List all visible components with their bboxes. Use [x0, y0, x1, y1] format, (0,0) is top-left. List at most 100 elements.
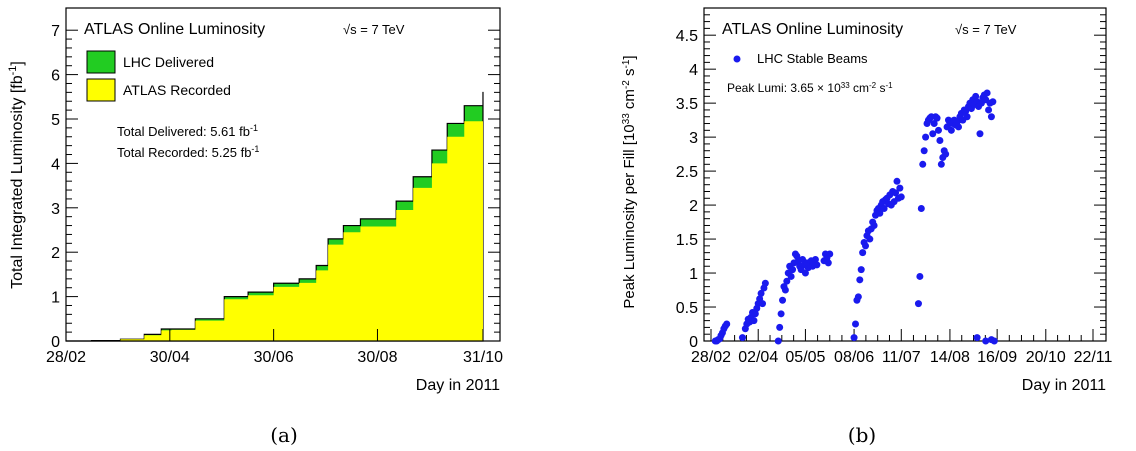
annotation-total-recorded: Total Recorded: 5.25 fb-1 [117, 144, 259, 160]
data-point [779, 296, 787, 304]
data-point [922, 133, 930, 141]
y-tick-label-3: 3 [51, 201, 60, 218]
panel-a-energy-label: √s = 7 TeV [343, 22, 405, 37]
panel-a-x-axis-label: Day in 2011 [416, 377, 500, 394]
data-point [850, 334, 858, 342]
data-point [750, 317, 758, 325]
data-point [973, 334, 981, 342]
data-point [989, 98, 997, 106]
y-tick-label-3.5: 3.5 [676, 96, 698, 113]
data-point [916, 272, 924, 280]
data-point [774, 337, 782, 345]
data-point [751, 310, 759, 318]
legend-label-lhc-delivered: LHC Delivered [123, 54, 214, 70]
x-tick-label-05/05: 05/05 [785, 349, 825, 366]
panel-b-frame [703, 7, 1107, 342]
panel-b-caption: (b) [848, 423, 876, 447]
annotation-peak-lumi: Peak Lumi: 3.65 × 1033 cm-2 s-1 [727, 81, 893, 96]
y-tick-label-0.5: 0.5 [676, 300, 698, 317]
x-tick-label-11/07: 11/07 [882, 349, 921, 366]
x-tick-label-02/04: 02/04 [738, 349, 778, 366]
data-point [862, 242, 870, 250]
x-tick-label-22/11: 22/11 [1074, 349, 1113, 366]
panel-a-frame [65, 7, 501, 342]
data-point [826, 250, 834, 258]
data-point [859, 249, 867, 257]
data-point [801, 269, 809, 277]
data-point [787, 272, 795, 280]
legend-label-atlas-recorded: ATLAS Recorded [123, 82, 231, 98]
data-point [738, 334, 746, 342]
panel-b-y-axis-label: Peak Luminosity per Fill [1033 cm-2 s-1] [621, 55, 639, 308]
y-tick-label-2: 2 [51, 245, 60, 262]
y-tick-label-1.5: 1.5 [676, 232, 698, 249]
data-point [955, 123, 963, 131]
panel-b-x-axis-label: Day in 2011 [1022, 377, 1106, 394]
data-point [813, 261, 821, 269]
data-point [976, 130, 984, 138]
y-tick-label-4: 4 [689, 62, 698, 79]
area-atlas-recorded [66, 107, 483, 342]
x-tick-label-08/06: 08/06 [834, 349, 874, 366]
data-point [936, 137, 944, 145]
data-point [781, 286, 789, 294]
data-point [963, 113, 971, 121]
x-tick-label-20/10: 20/10 [1026, 349, 1066, 366]
data-point [857, 266, 865, 274]
x-tick-label-28/02: 28/02 [691, 349, 731, 366]
data-point [776, 323, 784, 331]
data-point [783, 277, 791, 285]
y-tick-label-3: 3 [689, 130, 698, 147]
y-tick-label-5: 5 [51, 112, 60, 129]
data-point [761, 279, 769, 287]
legend-marker-lhc-stable-beams [733, 55, 741, 63]
data-point [896, 184, 904, 192]
x-tick-label-30/06: 30/06 [254, 349, 294, 366]
data-point [759, 300, 767, 308]
panel-b: 0 0.5 1 1.5 2 2.5 3 3.5 4 4.5 28/02 02/04 05/05 08/0… [621, 7, 1113, 447]
y-tick-label-7: 7 [51, 23, 60, 40]
x-tick-label-14/08: 14/08 [930, 349, 970, 366]
panel-a: 0 1 2 3 4 5 6 7 28/02 30/04 30/06 30/08 31/10 Total… [7, 7, 503, 447]
legend-label-lhc-stable-beams: LHC Stable Beams [757, 51, 868, 66]
data-point [856, 276, 864, 284]
panel-b-energy-label: √s = 7 TeV [955, 22, 1017, 37]
x-tick-label-30/04: 30/04 [150, 349, 190, 366]
data-point [933, 114, 941, 122]
data-point [934, 126, 942, 134]
x-tick-label-30/08: 30/08 [357, 349, 397, 366]
data-point [937, 160, 945, 168]
panel-b-scatter-points [711, 89, 998, 345]
data-point [870, 221, 878, 229]
panel-b-title: ATLAS Online Luminosity [722, 21, 903, 38]
data-point [757, 289, 765, 297]
data-point [880, 204, 888, 212]
data-point [852, 320, 860, 328]
data-point [942, 150, 950, 158]
y-tick-label-1: 1 [51, 290, 60, 307]
data-point [929, 130, 937, 138]
data-point [777, 310, 785, 318]
x-tick-label-16/09: 16/09 [977, 349, 1017, 366]
data-point [811, 255, 819, 263]
data-point [930, 120, 938, 128]
panel-a-plot-area [66, 91, 484, 342]
y-tick-label-4.5: 4.5 [676, 28, 698, 45]
data-point [789, 266, 797, 274]
y-tick-label-1: 1 [689, 266, 698, 283]
panel-b-y-axis: 0 0.5 1 1.5 2 2.5 3 3.5 4 4.5 [676, 14, 1106, 351]
y-tick-label-6: 6 [51, 68, 60, 85]
data-point [987, 113, 995, 121]
y-tick-label-0: 0 [689, 334, 698, 351]
panel-a-y-axis-label: Total Integrated Luminosity [fb-1] [7, 61, 26, 289]
y-tick-label-0: 0 [51, 334, 60, 351]
data-point [920, 147, 928, 155]
data-point [983, 89, 991, 97]
data-point [897, 193, 905, 201]
annotation-total-delivered: Total Delivered: 5.61 fb-1 [117, 123, 258, 139]
data-point [985, 106, 993, 114]
data-point [972, 92, 980, 100]
legend-swatch-lhc-delivered [86, 50, 116, 74]
panel-a-y-axis: 0 1 2 3 4 5 6 7 [51, 23, 500, 351]
